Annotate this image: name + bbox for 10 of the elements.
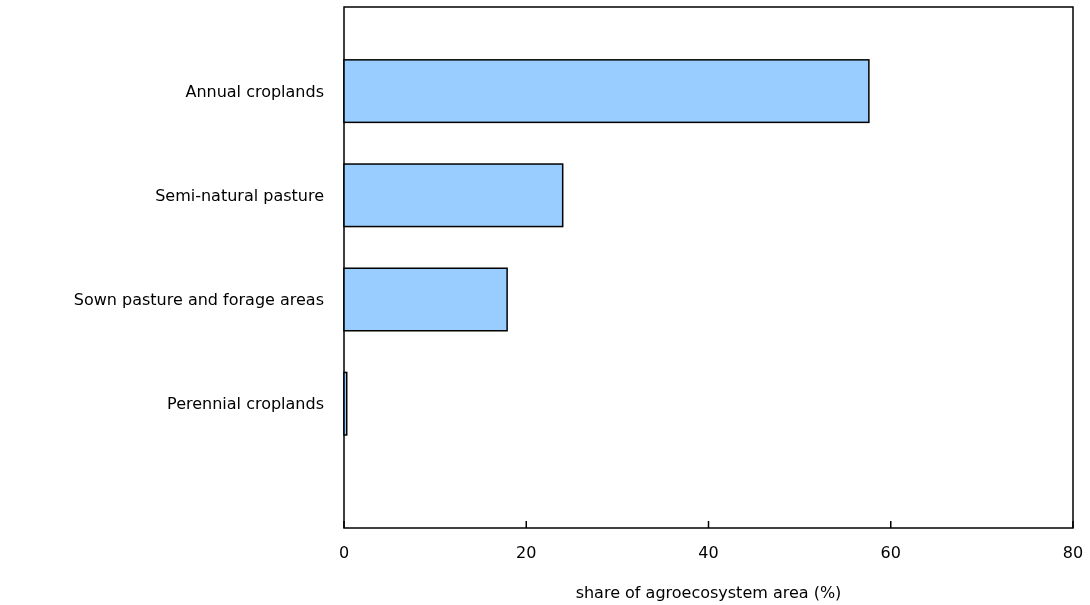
x-tick-label: 0 bbox=[338, 543, 350, 562]
y-tick-label: Sown pasture and forage areas bbox=[73, 290, 324, 310]
y-tick-label: Semi-natural pasture bbox=[155, 185, 324, 205]
x-tick-label: 40 bbox=[698, 543, 719, 562]
x-tick-label: 20 bbox=[516, 543, 537, 562]
x-axis-title: share of agroecosystem area (%) bbox=[575, 583, 842, 602]
x-tick-label: 60 bbox=[880, 543, 901, 562]
x-tick-label: 80 bbox=[1062, 543, 1084, 562]
y-tick-label: Annual croplands bbox=[185, 81, 324, 101]
y-tick-label: Perennial croplands bbox=[167, 394, 324, 414]
